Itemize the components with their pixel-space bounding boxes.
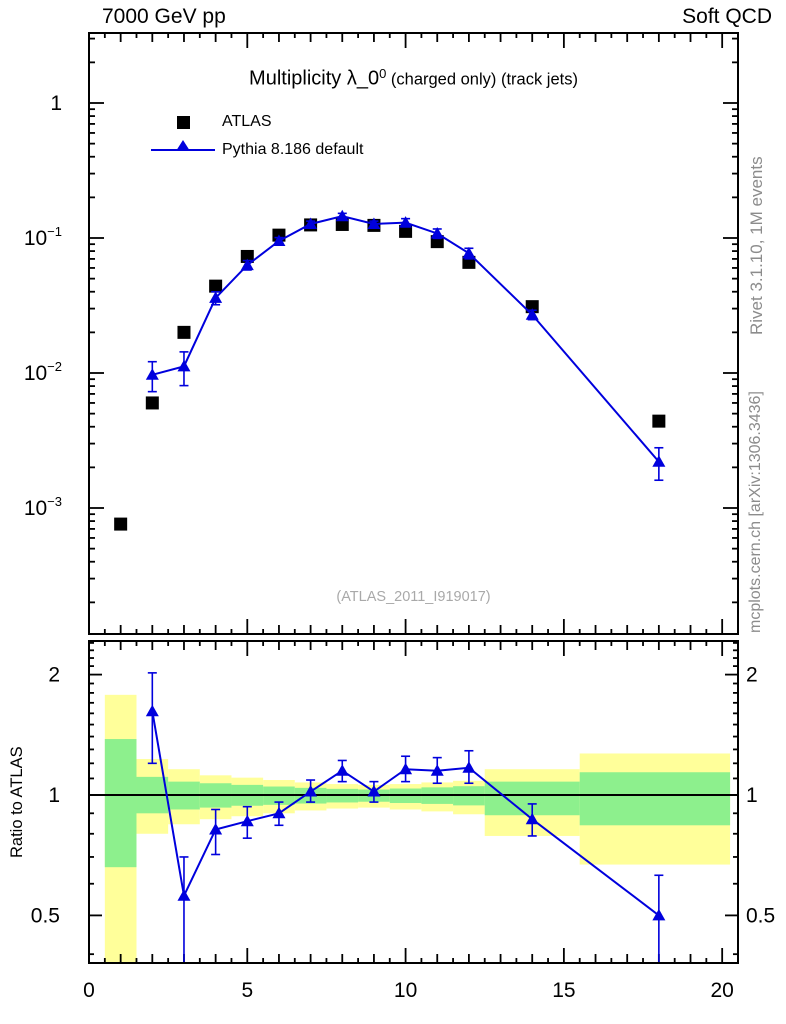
ratio-series (145, 672, 666, 963)
legend-label-pythia: Pythia 8.186 default (222, 141, 364, 158)
svg-text:0: 0 (83, 979, 95, 1002)
svg-text:1: 1 (746, 784, 758, 807)
plot-title-superscript: 0 (379, 66, 387, 81)
svg-text:1: 1 (48, 784, 60, 807)
legend: ATLAS Pythia 8.186 default (150, 108, 363, 164)
svg-text:10−2: 10−2 (24, 359, 62, 385)
uncertainty-bands (89, 694, 738, 963)
beam-energy-label: 7000 GeV pp (102, 5, 226, 28)
svg-text:2: 2 (746, 664, 758, 687)
axis-tick-labels: 1 10−1 10−2 10−3 2 2 1 1 0.5 0.5 0 5 10 15 20 (24, 92, 775, 1002)
process-group-label: Soft QCD (682, 5, 772, 28)
svg-text:0.5: 0.5 (746, 904, 775, 927)
analysis-id-label: (ATLAS_2011_I919017) (336, 589, 491, 605)
svg-text:15: 15 (552, 979, 575, 1002)
svg-text:20: 20 (710, 979, 733, 1002)
svg-text:2: 2 (48, 664, 60, 687)
svg-text:1: 1 (50, 92, 62, 115)
pythia-triangle-line-marker-icon (150, 140, 216, 151)
legend-item-atlas: ATLAS (150, 108, 363, 136)
atlas-square-marker-icon (150, 115, 216, 129)
panel-frames (88, 32, 739, 964)
svg-text:10: 10 (394, 979, 417, 1002)
svg-text:10−1: 10−1 (24, 224, 62, 250)
svg-text:10−3: 10−3 (24, 494, 62, 520)
plot-title-suffix: (charged only) (track jets) (386, 70, 578, 89)
plot-title: Multiplicity λ_00 (charged only) (track … (89, 66, 738, 90)
legend-item-pythia: Pythia 8.186 default (150, 136, 363, 164)
legend-label-atlas: ATLAS (222, 113, 272, 130)
pythia-series (145, 209, 666, 482)
svg-text:5: 5 (241, 979, 253, 1002)
svg-text:0.5: 0.5 (31, 904, 60, 927)
plot-title-main: Multiplicity λ_0 (249, 67, 380, 90)
